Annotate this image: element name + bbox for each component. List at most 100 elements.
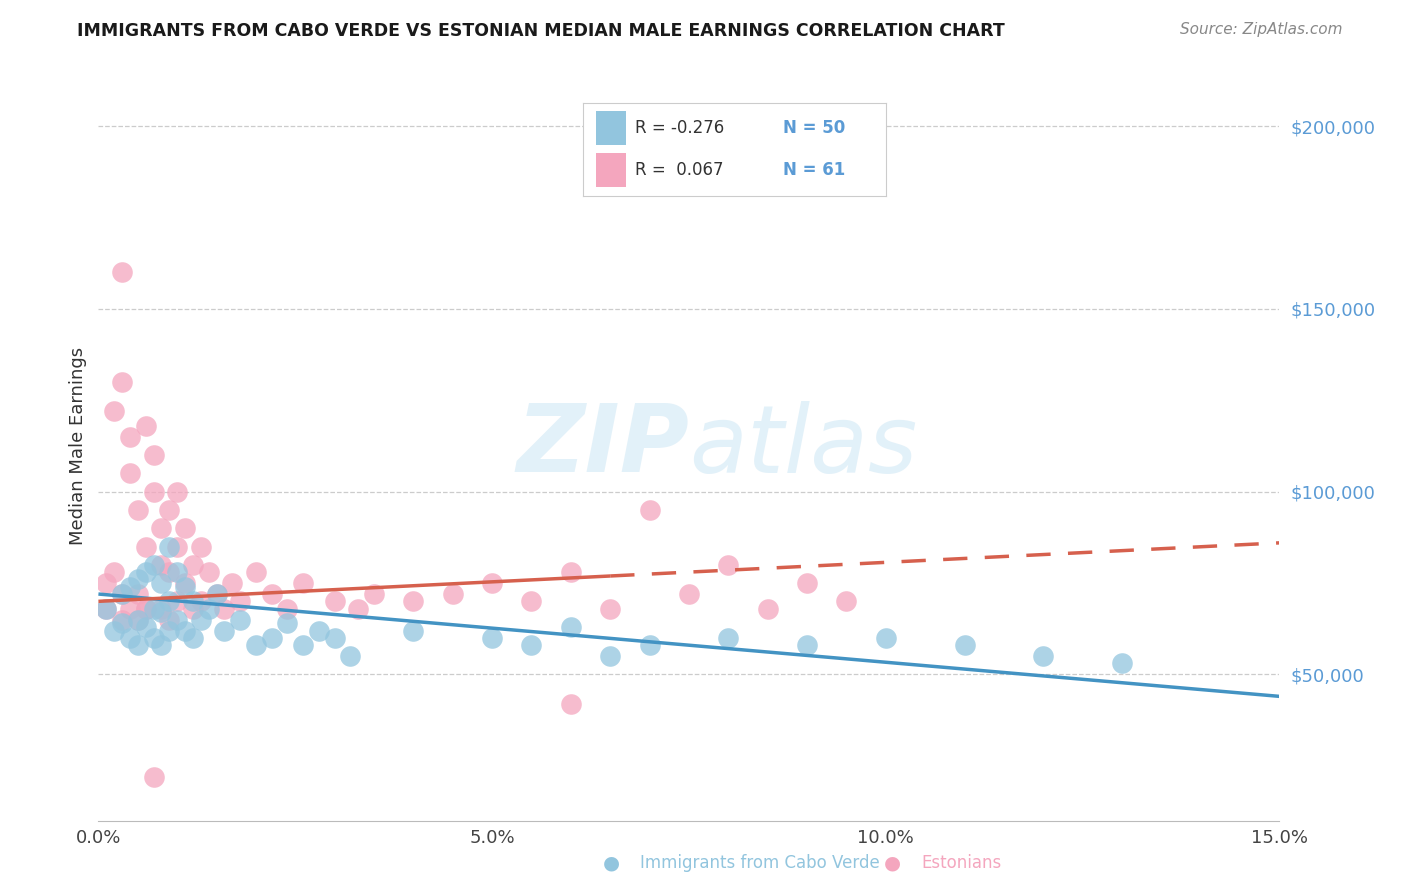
Point xyxy=(190,613,212,627)
Point xyxy=(363,587,385,601)
Text: R = -0.276: R = -0.276 xyxy=(636,119,724,136)
Point xyxy=(96,601,118,615)
Y-axis label: Median Male Earnings: Median Male Earnings xyxy=(69,347,87,545)
Text: Source: ZipAtlas.com: Source: ZipAtlas.com xyxy=(1180,22,1343,37)
Point xyxy=(276,601,298,615)
Point xyxy=(205,587,228,601)
Point xyxy=(481,631,503,645)
Point xyxy=(174,521,197,535)
Point xyxy=(142,448,165,462)
Point xyxy=(481,576,503,591)
Text: Estonians: Estonians xyxy=(921,855,1001,872)
Point xyxy=(520,638,543,652)
Point xyxy=(796,576,818,591)
Point xyxy=(150,638,173,652)
Text: ●: ● xyxy=(603,854,620,873)
Point xyxy=(166,484,188,499)
Point xyxy=(323,594,346,608)
Text: ●: ● xyxy=(884,854,901,873)
Point xyxy=(157,540,180,554)
Point xyxy=(118,430,141,444)
Text: atlas: atlas xyxy=(689,401,917,491)
Point xyxy=(142,631,165,645)
Point xyxy=(245,638,267,652)
Point xyxy=(717,631,740,645)
Point xyxy=(150,558,173,572)
Point xyxy=(150,605,173,619)
Point xyxy=(135,620,157,634)
Point xyxy=(520,594,543,608)
Point xyxy=(214,624,236,638)
Point xyxy=(181,631,204,645)
Point xyxy=(135,418,157,433)
Point xyxy=(142,484,165,499)
Point xyxy=(127,613,149,627)
Point xyxy=(292,576,315,591)
Text: IMMIGRANTS FROM CABO VERDE VS ESTONIAN MEDIAN MALE EARNINGS CORRELATION CHART: IMMIGRANTS FROM CABO VERDE VS ESTONIAN M… xyxy=(77,22,1005,40)
Point xyxy=(276,616,298,631)
Point xyxy=(197,601,219,615)
Point xyxy=(174,580,197,594)
Point xyxy=(292,638,315,652)
Point xyxy=(150,601,173,615)
Point xyxy=(181,558,204,572)
Point xyxy=(560,565,582,579)
Point xyxy=(135,601,157,615)
Bar xyxy=(596,153,626,187)
Text: N = 61: N = 61 xyxy=(783,161,845,179)
Point xyxy=(150,521,173,535)
Point xyxy=(127,638,149,652)
Point xyxy=(118,580,141,594)
Point xyxy=(118,631,141,645)
Point xyxy=(157,594,180,608)
Point xyxy=(166,613,188,627)
Point xyxy=(118,467,141,481)
Point xyxy=(599,649,621,664)
Point xyxy=(111,265,134,279)
Point xyxy=(174,576,197,591)
Point xyxy=(953,638,976,652)
Point xyxy=(111,613,134,627)
Point xyxy=(127,503,149,517)
Point xyxy=(347,601,370,615)
Point xyxy=(96,576,118,591)
Point xyxy=(174,624,197,638)
Point xyxy=(127,587,149,601)
Point xyxy=(103,565,125,579)
Point xyxy=(197,565,219,579)
Text: R =  0.067: R = 0.067 xyxy=(636,161,723,179)
Point xyxy=(441,587,464,601)
Point xyxy=(135,601,157,615)
Point xyxy=(111,616,134,631)
Point xyxy=(118,601,141,615)
Point xyxy=(111,587,134,601)
Point xyxy=(214,601,236,615)
Point xyxy=(96,601,118,615)
Point xyxy=(157,503,180,517)
Point xyxy=(103,624,125,638)
Point xyxy=(638,503,661,517)
Point xyxy=(181,601,204,615)
Point xyxy=(135,565,157,579)
Point xyxy=(339,649,361,664)
Bar xyxy=(596,111,626,145)
Point xyxy=(560,620,582,634)
Point xyxy=(678,587,700,601)
Point xyxy=(142,770,165,784)
Point xyxy=(756,601,779,615)
Point xyxy=(245,565,267,579)
Point xyxy=(835,594,858,608)
Point xyxy=(260,631,283,645)
Text: N = 50: N = 50 xyxy=(783,119,845,136)
Point xyxy=(323,631,346,645)
Point xyxy=(181,594,204,608)
Point xyxy=(103,404,125,418)
Point xyxy=(875,631,897,645)
Point xyxy=(638,638,661,652)
Point xyxy=(157,624,180,638)
Point xyxy=(166,565,188,579)
Point xyxy=(205,587,228,601)
Point xyxy=(190,540,212,554)
Point xyxy=(135,540,157,554)
Point xyxy=(142,601,165,615)
